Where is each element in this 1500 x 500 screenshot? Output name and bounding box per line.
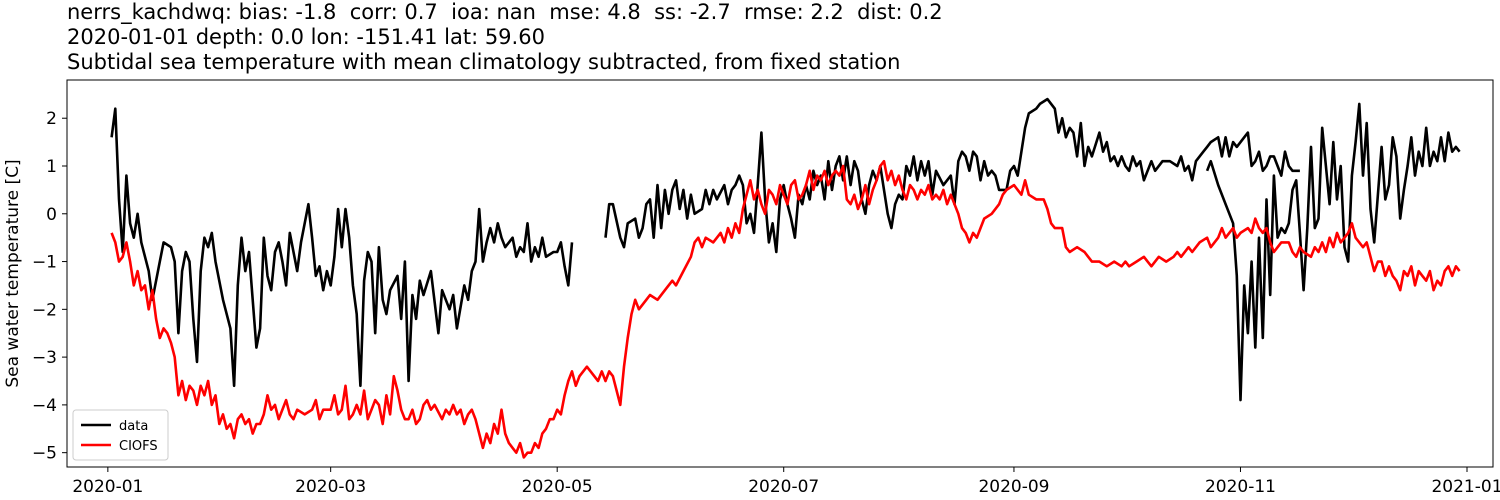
- y-tick-label: 0: [46, 205, 57, 225]
- x-tick-label: 2020-03: [295, 477, 366, 497]
- x-tick-label: 2020-07: [748, 477, 819, 497]
- y-tick-label: 2: [46, 109, 57, 129]
- series-layer: [110, 97, 1461, 459]
- legend-box: [72, 409, 169, 461]
- series-line-data-1: [604, 97, 1300, 254]
- x-tick-label: 2020-05: [522, 477, 593, 497]
- x-tick-label: 2020-09: [978, 477, 1049, 497]
- y-tick-label: −1: [32, 253, 57, 273]
- description-title: Subtidal sea temperature with mean clima…: [67, 50, 901, 74]
- legend-label-data: data: [119, 419, 148, 434]
- y-axis-label: Sea water temperature [C]: [3, 159, 23, 387]
- y-tick-label: 1: [46, 157, 57, 177]
- y-tick-label: −2: [32, 300, 57, 320]
- location-title: 2020-01-01 depth: 0.0 lon: -151.41 lat: …: [67, 25, 545, 49]
- x-tick-label: 2020-11: [1205, 477, 1276, 497]
- y-tick-label: −4: [32, 396, 57, 416]
- series-line-data-2: [1205, 102, 1461, 402]
- stats-title: nerrs_kachdwq: bias: -1.8 corr: 0.7 ioa:…: [67, 0, 943, 24]
- legend: data CIOFS: [72, 409, 169, 461]
- y-tick-label: −5: [32, 444, 57, 464]
- series-line-ciofs-0: [110, 159, 1461, 459]
- x-axis: 2020-01 2020-03 2020-05 2020-07 2020-09 2020-…: [72, 467, 1500, 497]
- axes-frame: [66, 79, 1494, 468]
- y-tick-label: −3: [32, 348, 57, 368]
- chart-titles: nerrs_kachdwq: bias: -1.8 corr: 0.7 ioa:…: [67, 0, 943, 75]
- y-axis: −5 −4 −3 −2 −1 0 1 2: [32, 109, 67, 464]
- x-tick-label: 2020-01: [72, 477, 143, 497]
- x-tick-label: 2021-01: [1431, 477, 1500, 497]
- legend-label-ciofs: CIOFS: [119, 439, 158, 454]
- series-line-data-0: [110, 107, 574, 388]
